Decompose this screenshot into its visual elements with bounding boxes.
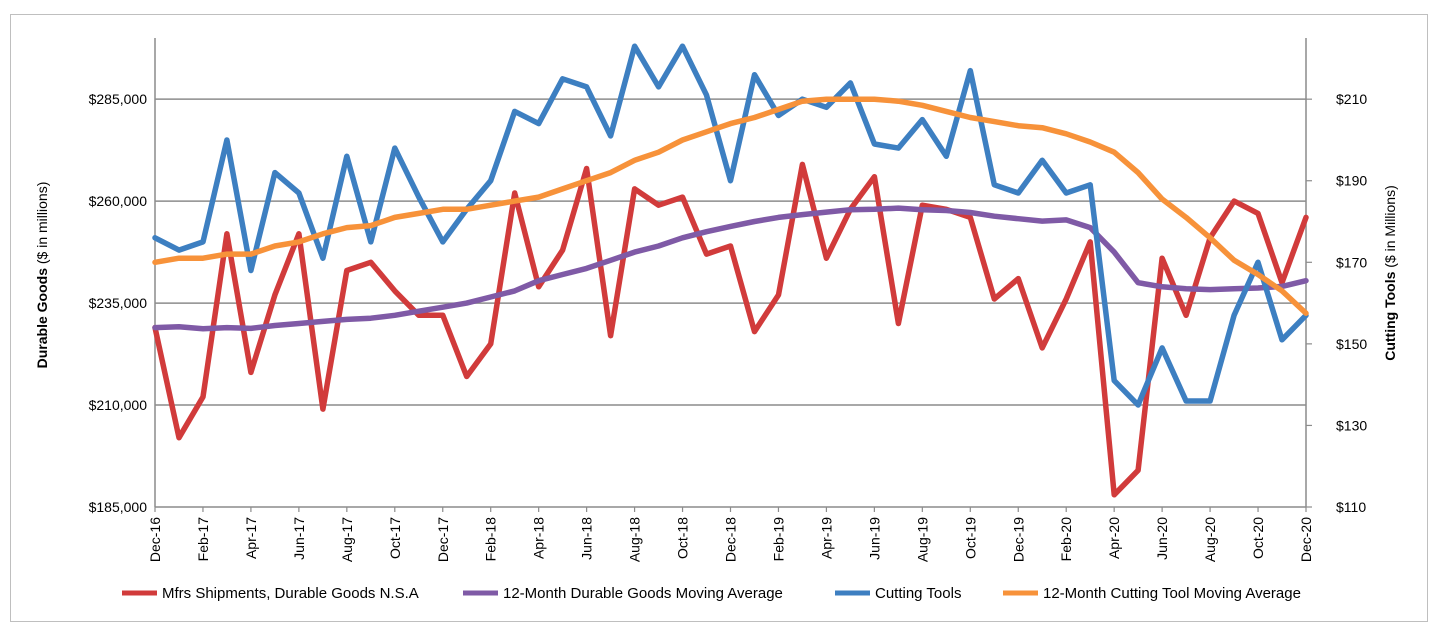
x-tick-label: Jun-20 <box>1154 517 1170 560</box>
y-left-tick-label: $185,000 <box>89 499 148 515</box>
x-tick-label: Jun-18 <box>579 517 595 560</box>
x-tick-label: Aug-18 <box>627 517 643 562</box>
y-left-tick-label: $210,000 <box>89 397 148 413</box>
axes-layer <box>154 38 1312 512</box>
legend-label: 12-Month Cutting Tool Moving Average <box>1043 585 1301 602</box>
series-line-2 <box>152 205 1309 332</box>
x-tick-label: Aug-17 <box>339 517 355 562</box>
x-tick-label: Apr-18 <box>531 517 547 559</box>
x-tick-label: Dec-16 <box>147 517 163 562</box>
y-right-tick-label: $130 <box>1336 417 1367 433</box>
y-right-tick-label: $150 <box>1336 336 1367 352</box>
x-tick-label: Feb-18 <box>483 517 499 562</box>
y-right-tick-label: $170 <box>1336 254 1367 270</box>
y-left-tick-label: $260,000 <box>89 193 148 209</box>
y-left-tick-label: $235,000 <box>89 295 148 311</box>
x-tick-label: Dec-17 <box>435 517 451 562</box>
y-axis-right-title: Cutting Tools ($ in Millions) <box>1382 185 1398 361</box>
series-line-1 <box>152 161 1309 498</box>
y-right-tick-label: $210 <box>1336 91 1367 107</box>
y-right-tick-label: $110 <box>1336 499 1366 515</box>
x-tick-label: Dec-18 <box>723 517 739 562</box>
y-axis-right-title-bold: Cutting Tools <box>1382 271 1398 360</box>
ticks-layer: $185,000 $210,000 $235,000 $260,000 $285,000… <box>89 91 1368 562</box>
x-tick-label: Dec-19 <box>1010 517 1026 562</box>
y-right-tick-label: $190 <box>1336 173 1367 189</box>
x-tick-label: Aug-19 <box>914 517 930 562</box>
series-line-4 <box>152 96 1309 317</box>
x-tick-label: Feb-20 <box>1058 517 1074 562</box>
x-tick-label: Feb-17 <box>195 517 211 562</box>
grid-layer <box>155 98 1306 508</box>
x-tick-label: Dec-20 <box>1298 517 1314 562</box>
y-axis-left-title-rest: ($ in millions) <box>34 182 50 268</box>
legend-label: Mfrs Shipments, Durable Goods N.S.A <box>162 585 419 602</box>
x-tick-label: Feb-19 <box>770 517 786 562</box>
x-tick-label: Apr-19 <box>818 517 834 559</box>
series-layer <box>152 43 1309 498</box>
x-tick-label: Jun-17 <box>291 517 307 560</box>
chart-frame <box>10 14 1428 622</box>
x-tick-label: Oct-17 <box>387 517 403 559</box>
x-tick-label: Jun-19 <box>866 517 882 560</box>
legend-label: 12-Month Durable Goods Moving Average <box>503 585 783 602</box>
x-tick-label: Apr-20 <box>1106 517 1122 559</box>
x-tick-label: Apr-17 <box>243 517 259 559</box>
x-tick-label: Aug-20 <box>1202 517 1218 562</box>
x-tick-label: Oct-19 <box>962 517 978 559</box>
y-axis-left-title: Durable Goods ($ in millions) <box>34 182 50 369</box>
x-tick-label: Oct-20 <box>1250 517 1266 559</box>
legend-label: Cutting Tools <box>875 585 961 602</box>
legend: Mfrs Shipments, Durable Goods N.S.A 12-Mo… <box>122 585 1301 602</box>
y-axis-left-title-bold: Durable Goods <box>34 268 50 369</box>
x-tick-label: Oct-18 <box>675 517 691 559</box>
y-axis-right-title-rest: ($ in Millions) <box>1382 185 1398 271</box>
series-line-3 <box>152 43 1309 408</box>
y-left-tick-label: $285,000 <box>89 91 148 107</box>
